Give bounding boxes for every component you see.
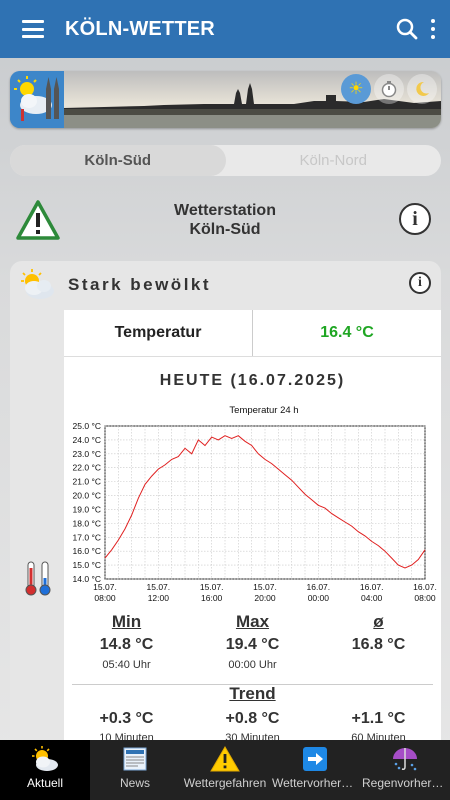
trend-value: +1.1 °C bbox=[351, 710, 406, 727]
divider bbox=[72, 684, 433, 685]
trend-value: +0.3 °C bbox=[99, 710, 154, 727]
warning-icon[interactable] bbox=[15, 199, 61, 241]
trend-item: +1.1 °C 60 Minuten bbox=[316, 710, 441, 744]
chart-ytick-label: 18.0 °C bbox=[73, 518, 101, 528]
chart-xtick-time: 00:00 bbox=[308, 593, 330, 603]
nav-news[interactable]: News bbox=[90, 740, 180, 800]
skyline-image bbox=[64, 71, 441, 128]
more-vert-icon[interactable] bbox=[430, 19, 436, 39]
temperature-value: 16.4 °C bbox=[320, 324, 374, 341]
temperature-row: Temperatur 16.4 °C bbox=[64, 310, 441, 357]
chart-xtick-date: 16.07. bbox=[360, 582, 384, 592]
chart-xtick-time: 04:00 bbox=[361, 593, 383, 603]
station-name: Wetterstation Köln-Süd bbox=[140, 201, 310, 239]
thermometer-icon bbox=[25, 561, 51, 596]
nav-regenvorhersage[interactable]: Regenvorhersage bbox=[360, 740, 450, 800]
stat-min-value: 14.8 °C bbox=[99, 636, 154, 653]
app-bar: KÖLN-WETTER bbox=[0, 0, 450, 58]
city-banner: ☀ bbox=[10, 71, 441, 128]
chart-xtick-time: 20:00 bbox=[254, 593, 276, 603]
chart-ytick-label: 19.0 °C bbox=[73, 504, 101, 514]
chart-ytick-label: 15.0 °C bbox=[73, 560, 101, 570]
chart-ytick-label: 22.0 °C bbox=[73, 463, 101, 473]
stat-avg: ø 16.8 °C bbox=[316, 612, 441, 654]
stat-min-time: 05:40 Uhr bbox=[102, 659, 151, 671]
trend-label: Trend bbox=[229, 684, 276, 703]
chart-xtick-date: 15.07. bbox=[147, 582, 171, 592]
clock-icon[interactable] bbox=[374, 74, 404, 104]
trend-value: +0.8 °C bbox=[225, 710, 280, 727]
warning-icon bbox=[210, 746, 240, 772]
tab-koeln-sued[interactable]: Köln-Süd bbox=[10, 145, 226, 176]
chart-xtick-date: 16.07. bbox=[413, 582, 437, 592]
arrow-right-icon bbox=[303, 747, 327, 771]
stat-min: Min 14.8 °C 05:40 Uhr bbox=[64, 612, 189, 671]
chart-ytick-label: 23.0 °C bbox=[73, 449, 101, 459]
nav-label: Aktuell bbox=[26, 776, 64, 790]
stat-avg-label: ø bbox=[373, 612, 384, 631]
chart-xtick-date: 15.07. bbox=[93, 582, 117, 592]
nav-aktuell[interactable]: Aktuell bbox=[0, 740, 90, 800]
cloudy-sun-icon bbox=[21, 269, 54, 299]
stat-min-label: Min bbox=[111, 612, 142, 631]
sun-icon[interactable]: ☀ bbox=[341, 74, 371, 104]
info-icon[interactable]: i bbox=[399, 203, 431, 235]
menu-icon[interactable] bbox=[22, 20, 44, 38]
temperature-chart: Temperatur 24 h 14.0 °C 15.0 °C 16.0 °C 17.… bbox=[73, 405, 437, 603]
station-line-1: Wetterstation bbox=[174, 202, 276, 219]
temperature-label: Temperatur bbox=[64, 310, 253, 356]
view-mode-toggle: ☀ bbox=[341, 74, 437, 104]
umbrella-icon bbox=[393, 748, 417, 771]
stat-max-value: 19.4 °C bbox=[225, 636, 280, 653]
day-title: HEUTE (16.07.2025) bbox=[159, 372, 346, 389]
chart-ytick-label: 14.0 °C bbox=[73, 574, 101, 584]
chart-ytick-label: 16.0 °C bbox=[73, 546, 101, 556]
chart-ytick-label: 20.0 °C bbox=[73, 491, 101, 501]
bottom-navigation: Aktuell News Wettergefahren Wettervorher… bbox=[0, 740, 450, 800]
tab-koeln-nord[interactable]: Köln-Nord bbox=[299, 152, 368, 169]
chart-xtick-date: 15.07. bbox=[200, 582, 224, 592]
search-icon[interactable] bbox=[396, 18, 418, 40]
sun-cloud-icon bbox=[32, 746, 58, 771]
chart-ytick-label: 25.0 °C bbox=[73, 421, 101, 431]
trend-item: +0.8 °C 30 Minuten bbox=[190, 710, 315, 744]
chart-xtick-time: 08:00 bbox=[414, 593, 436, 603]
nav-label: Wettervorhersage bbox=[272, 776, 358, 790]
app-title: KÖLN-WETTER bbox=[65, 17, 215, 40]
stat-avg-value: 16.8 °C bbox=[351, 636, 406, 653]
nav-label: Regenvorhersage bbox=[362, 776, 448, 790]
stat-max-label: Max bbox=[235, 612, 270, 631]
nav-label: News bbox=[119, 776, 150, 790]
stat-max-time: 00:00 Uhr bbox=[228, 659, 277, 671]
data-panel: Temperatur 16.4 °C HEUTE (16.07.2025) Te… bbox=[64, 310, 441, 744]
newspaper-icon bbox=[123, 747, 147, 771]
chart-series-line bbox=[104, 435, 426, 569]
chart-xtick-date: 15.07. bbox=[253, 582, 277, 592]
chart-title: Temperatur 24 h bbox=[229, 405, 298, 416]
chart-ytick-label: 24.0 °C bbox=[73, 435, 101, 445]
station-tabs: Köln-Süd Köln-Nord bbox=[10, 145, 441, 176]
stat-max: Max 19.4 °C 00:00 Uhr bbox=[190, 612, 315, 671]
chart-ytick-label: 17.0 °C bbox=[73, 532, 101, 542]
chart-xtick-date: 16.07. bbox=[307, 582, 331, 592]
chart-xtick-time: 08:00 bbox=[94, 593, 116, 603]
condition-info-icon[interactable]: i bbox=[409, 272, 431, 294]
chart-xtick-time: 12:00 bbox=[148, 593, 170, 603]
station-header: Wetterstation Köln-Süd i bbox=[0, 196, 450, 246]
trend-item: +0.3 °C 10 Minuten bbox=[64, 710, 189, 744]
nav-wettergefahren[interactable]: Wettergefahren bbox=[180, 740, 270, 800]
moon-icon[interactable] bbox=[407, 74, 437, 104]
nav-wettervorhersage[interactable]: Wettervorhersage bbox=[270, 740, 360, 800]
condition-text: Stark bewölkt bbox=[68, 275, 212, 294]
nav-label: Wettergefahren bbox=[183, 776, 267, 790]
chart-ytick-label: 21.0 °C bbox=[73, 477, 101, 487]
chart-xtick-time: 16:00 bbox=[201, 593, 223, 603]
app-logo-icon bbox=[10, 71, 64, 128]
station-line-2: Köln-Süd bbox=[189, 221, 261, 238]
